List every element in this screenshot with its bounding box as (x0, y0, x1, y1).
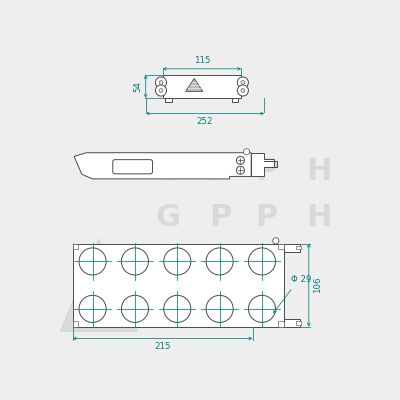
Circle shape (79, 295, 106, 322)
Circle shape (121, 295, 148, 322)
Bar (278, 321, 284, 327)
Circle shape (159, 80, 163, 84)
Circle shape (237, 85, 248, 96)
Bar (72, 321, 78, 327)
Bar (232, 98, 238, 102)
Circle shape (164, 248, 191, 275)
Circle shape (156, 85, 166, 96)
Text: H: H (306, 157, 332, 186)
Polygon shape (60, 239, 137, 331)
Text: H: H (306, 203, 332, 232)
Circle shape (248, 295, 276, 322)
Bar (72, 244, 284, 327)
Circle shape (156, 77, 166, 88)
Text: 115: 115 (194, 56, 210, 65)
Text: P: P (256, 157, 278, 186)
Text: P: P (209, 157, 232, 186)
Text: Φ 29: Φ 29 (291, 275, 312, 284)
Text: G: G (156, 157, 180, 186)
Polygon shape (251, 153, 274, 176)
Text: 54: 54 (133, 81, 142, 92)
Bar (284, 319, 300, 327)
Bar (163, 75, 241, 98)
Circle shape (237, 77, 248, 88)
Circle shape (164, 295, 191, 322)
Circle shape (248, 248, 276, 275)
Circle shape (241, 80, 245, 84)
Circle shape (121, 248, 148, 275)
Bar (278, 244, 284, 249)
Circle shape (206, 295, 233, 322)
Bar (296, 321, 302, 324)
Text: 215: 215 (154, 342, 171, 351)
Circle shape (206, 248, 233, 275)
Text: 252: 252 (197, 117, 213, 126)
Bar (72, 244, 78, 249)
Text: P: P (256, 203, 278, 232)
Circle shape (159, 88, 163, 92)
Bar (296, 246, 302, 250)
Circle shape (236, 166, 244, 174)
Circle shape (241, 88, 245, 92)
Text: P: P (209, 203, 232, 232)
Polygon shape (74, 153, 251, 179)
Circle shape (244, 149, 250, 155)
Polygon shape (186, 78, 203, 92)
Circle shape (79, 248, 106, 275)
Bar (166, 98, 172, 102)
Bar (284, 244, 300, 252)
Circle shape (273, 238, 279, 244)
Text: 106: 106 (313, 277, 322, 294)
Text: G: G (156, 203, 180, 232)
Circle shape (236, 156, 244, 164)
FancyBboxPatch shape (113, 160, 152, 174)
